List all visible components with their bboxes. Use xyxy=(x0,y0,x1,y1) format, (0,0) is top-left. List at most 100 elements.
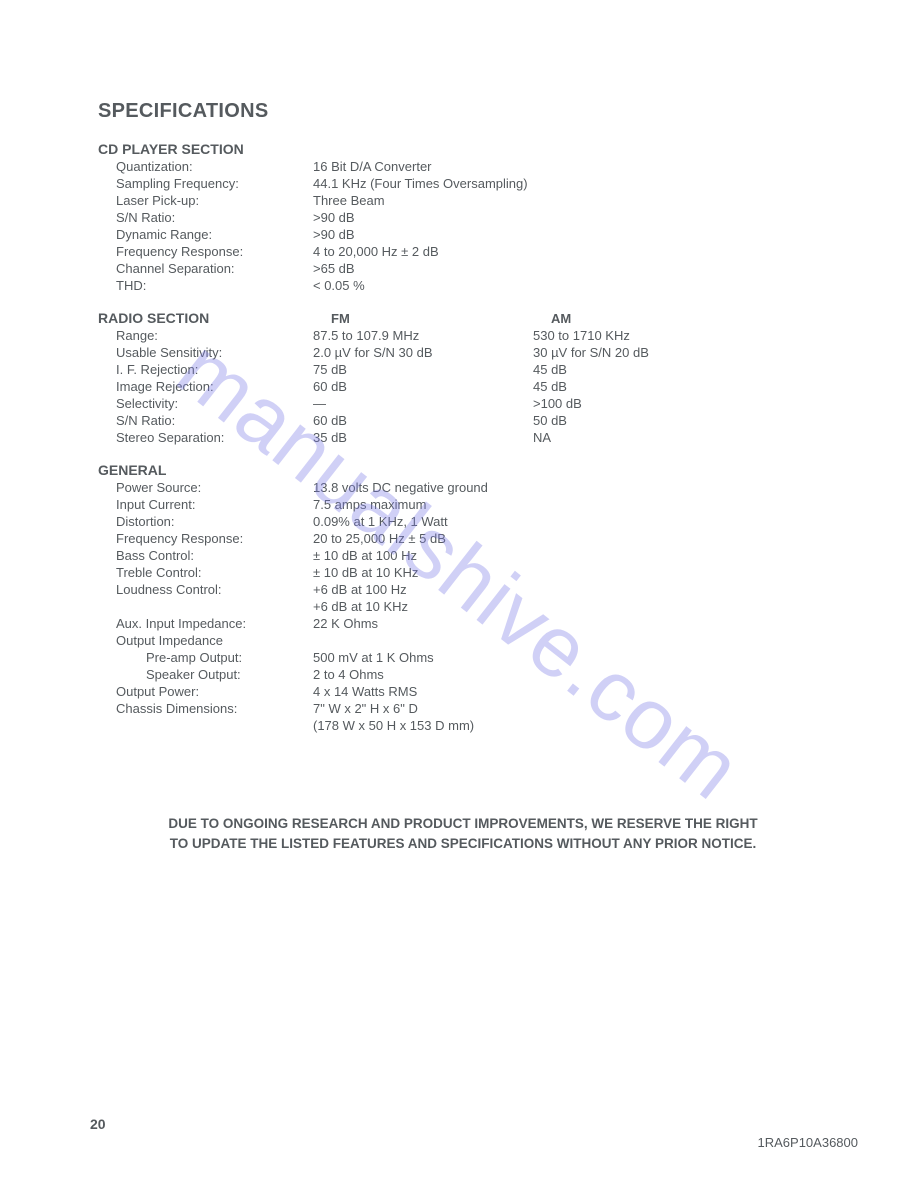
spec-value: — xyxy=(313,395,533,412)
spec-row: Power Source:13.8 volts DC negative grou… xyxy=(98,479,828,496)
spec-value-2: 45 dB xyxy=(533,361,828,378)
spec-row: S/N Ratio:>90 dB xyxy=(98,209,828,226)
spec-value-2: >100 dB xyxy=(533,395,828,412)
spec-value: 87.5 to 107.9 MHz xyxy=(313,327,533,344)
spec-label: Sampling Frequency: xyxy=(98,175,313,192)
spec-value: >90 dB xyxy=(313,226,533,243)
spec-value: ± 10 dB at 10 KHz xyxy=(313,564,533,581)
spec-value-2: 45 dB xyxy=(533,378,828,395)
spec-label: Laser Pick-up: xyxy=(98,192,313,209)
spec-row: Channel Separation:>65 dB xyxy=(98,260,828,277)
radio-col2-header: AM xyxy=(551,310,828,327)
spec-label: Aux. Input Impedance: xyxy=(98,615,313,632)
spec-label: Pre-amp Output: xyxy=(98,649,313,666)
spec-label xyxy=(98,717,313,734)
spec-value: 44.1 KHz (Four Times Oversampling) xyxy=(313,175,533,192)
spec-label: Dynamic Range: xyxy=(98,226,313,243)
spec-row: S/N Ratio:60 dB50 dB xyxy=(98,412,828,429)
spec-row: Quantization:16 Bit D/A Converter xyxy=(98,158,828,175)
spec-row: Distortion:0.09% at 1 KHz, 1 Watt xyxy=(98,513,828,530)
spec-label: THD: xyxy=(98,277,313,294)
radio-section-rows: Range:87.5 to 107.9 MHz530 to 1710 KHzUs… xyxy=(98,327,828,446)
spec-value-2: 50 dB xyxy=(533,412,828,429)
spec-label: Distortion: xyxy=(98,513,313,530)
spec-row: Pre-amp Output:500 mV at 1 K Ohms xyxy=(98,649,828,666)
page-number: 20 xyxy=(90,1116,106,1132)
spec-value: 7" W x 2" H x 6" D xyxy=(313,700,533,717)
spec-value: 22 K Ohms xyxy=(313,615,533,632)
spec-row: Frequency Response:4 to 20,000 Hz ± 2 dB xyxy=(98,243,828,260)
spec-row: Loudness Control:+6 dB at 100 Hz xyxy=(98,581,828,598)
page-title: SPECIFICATIONS xyxy=(98,100,828,123)
spec-label: Stereo Separation: xyxy=(98,429,313,446)
spec-value: 0.09% at 1 KHz, 1 Watt xyxy=(313,513,533,530)
spec-value-2: 530 to 1710 KHz xyxy=(533,327,828,344)
spec-row: Speaker Output:2 to 4 Ohms xyxy=(98,666,828,683)
radio-header-row: RADIO SECTION FM AM xyxy=(98,310,828,327)
general-section-heading: GENERAL xyxy=(98,462,828,478)
spec-row: Sampling Frequency:44.1 KHz (Four Times … xyxy=(98,175,828,192)
spec-label: Quantization: xyxy=(98,158,313,175)
spec-value-2: 30 µV for S/N 20 dB xyxy=(533,344,828,361)
spec-row: Dynamic Range:>90 dB xyxy=(98,226,828,243)
spec-label: Speaker Output: xyxy=(98,666,313,683)
spec-row: Bass Control:± 10 dB at 100 Hz xyxy=(98,547,828,564)
spec-value: ± 10 dB at 100 Hz xyxy=(313,547,533,564)
document-code: 1RA6P10A36800 xyxy=(758,1135,858,1150)
notice-block: DUE TO ONGOING RESEARCH AND PRODUCT IMPR… xyxy=(98,814,828,854)
spec-value: 4 to 20,000 Hz ± 2 dB xyxy=(313,243,533,260)
radio-section-heading: RADIO SECTION xyxy=(98,310,331,327)
spec-label: Frequency Response: xyxy=(98,243,313,260)
spec-value: 13.8 volts DC negative ground xyxy=(313,479,533,496)
spec-value: 75 dB xyxy=(313,361,533,378)
spec-row: Stereo Separation:35 dBNA xyxy=(98,429,828,446)
spec-value: >90 dB xyxy=(313,209,533,226)
notice-line2: TO UPDATE THE LISTED FEATURES AND SPECIF… xyxy=(118,834,808,854)
cd-section-rows: Quantization:16 Bit D/A ConverterSamplin… xyxy=(98,158,828,294)
spec-value: 7.5 amps maximum xyxy=(313,496,533,513)
spec-label: Input Current: xyxy=(98,496,313,513)
spec-value: 60 dB xyxy=(313,378,533,395)
page-container: manualshive.com SPECIFICATIONS CD PLAYER… xyxy=(0,0,918,1188)
spec-label: Usable Sensitivity: xyxy=(98,344,313,361)
spec-value: 500 mV at 1 K Ohms xyxy=(313,649,533,666)
spec-row: THD:< 0.05 % xyxy=(98,277,828,294)
spec-value-2: NA xyxy=(533,429,828,446)
spec-label: I. F. Rejection: xyxy=(98,361,313,378)
spec-value: +6 dB at 100 Hz xyxy=(313,581,533,598)
spec-value: 2 to 4 Ohms xyxy=(313,666,533,683)
spec-row: Frequency Response:20 to 25,000 Hz ± 5 d… xyxy=(98,530,828,547)
spec-label: S/N Ratio: xyxy=(98,209,313,226)
spec-row: (178 W x 50 H x 153 D mm) xyxy=(98,717,828,734)
spec-label: Selectivity: xyxy=(98,395,313,412)
spec-value: Three Beam xyxy=(313,192,533,209)
spec-label: Loudness Control: xyxy=(98,581,313,598)
spec-label: Frequency Response: xyxy=(98,530,313,547)
general-section-rows: Power Source:13.8 volts DC negative grou… xyxy=(98,479,828,734)
spec-label: Power Source: xyxy=(98,479,313,496)
spec-value: 20 to 25,000 Hz ± 5 dB xyxy=(313,530,533,547)
spec-row: Input Current:7.5 amps maximum xyxy=(98,496,828,513)
spec-row: Treble Control:± 10 dB at 10 KHz xyxy=(98,564,828,581)
spec-label: Range: xyxy=(98,327,313,344)
spec-row: Aux. Input Impedance:22 K Ohms xyxy=(98,615,828,632)
spec-value: < 0.05 % xyxy=(313,277,533,294)
spec-label: Image Rejection: xyxy=(98,378,313,395)
radio-col1-header: FM xyxy=(331,310,551,327)
cd-section-heading: CD PLAYER SECTION xyxy=(98,141,828,157)
spec-label: Treble Control: xyxy=(98,564,313,581)
spec-row: Output Impedance xyxy=(98,632,828,649)
spec-value: +6 dB at 10 KHz xyxy=(313,598,533,615)
spec-row: Chassis Dimensions:7" W x 2" H x 6" D xyxy=(98,700,828,717)
spec-label: Output Impedance xyxy=(98,632,313,649)
spec-label: Channel Separation: xyxy=(98,260,313,277)
spec-label: Bass Control: xyxy=(98,547,313,564)
spec-label: S/N Ratio: xyxy=(98,412,313,429)
spec-row: Range:87.5 to 107.9 MHz530 to 1710 KHz xyxy=(98,327,828,344)
spec-value: 16 Bit D/A Converter xyxy=(313,158,533,175)
spec-value: 4 x 14 Watts RMS xyxy=(313,683,533,700)
spec-row: Output Power:4 x 14 Watts RMS xyxy=(98,683,828,700)
spec-row: +6 dB at 10 KHz xyxy=(98,598,828,615)
spec-label: Output Power: xyxy=(98,683,313,700)
spec-value xyxy=(313,632,533,649)
